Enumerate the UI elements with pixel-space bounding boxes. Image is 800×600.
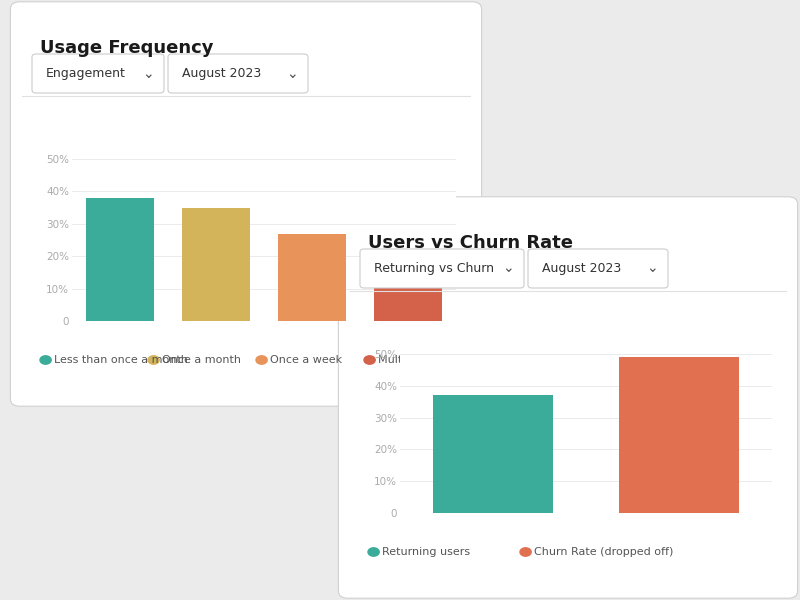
Text: Users vs Churn Rate: Users vs Churn Rate bbox=[368, 234, 573, 252]
Text: Churn Rate (dropped off): Churn Rate (dropped off) bbox=[534, 547, 674, 557]
Text: Usage Frequency: Usage Frequency bbox=[40, 39, 214, 57]
Bar bbox=[618, 357, 739, 513]
Text: Multiple times a week: Multiple times a week bbox=[378, 355, 501, 365]
Text: Once a week: Once a week bbox=[270, 355, 342, 365]
Text: Returning users: Returning users bbox=[382, 547, 470, 557]
Text: August 2023: August 2023 bbox=[182, 67, 261, 80]
Text: ⌄: ⌄ bbox=[142, 67, 154, 80]
Bar bbox=[278, 233, 346, 321]
Text: ⌄: ⌄ bbox=[502, 262, 514, 275]
Text: August 2023: August 2023 bbox=[542, 262, 621, 275]
Text: ⌄: ⌄ bbox=[286, 67, 298, 80]
Text: ⌄: ⌄ bbox=[646, 262, 658, 275]
Bar bbox=[374, 259, 442, 321]
Text: Less than once a month: Less than once a month bbox=[54, 355, 188, 365]
Bar bbox=[182, 208, 250, 321]
Text: Once a month: Once a month bbox=[162, 355, 242, 365]
Bar bbox=[86, 198, 154, 321]
Bar bbox=[433, 395, 554, 513]
Text: Engagement: Engagement bbox=[46, 67, 126, 80]
Text: Returning vs Churn: Returning vs Churn bbox=[374, 262, 494, 275]
